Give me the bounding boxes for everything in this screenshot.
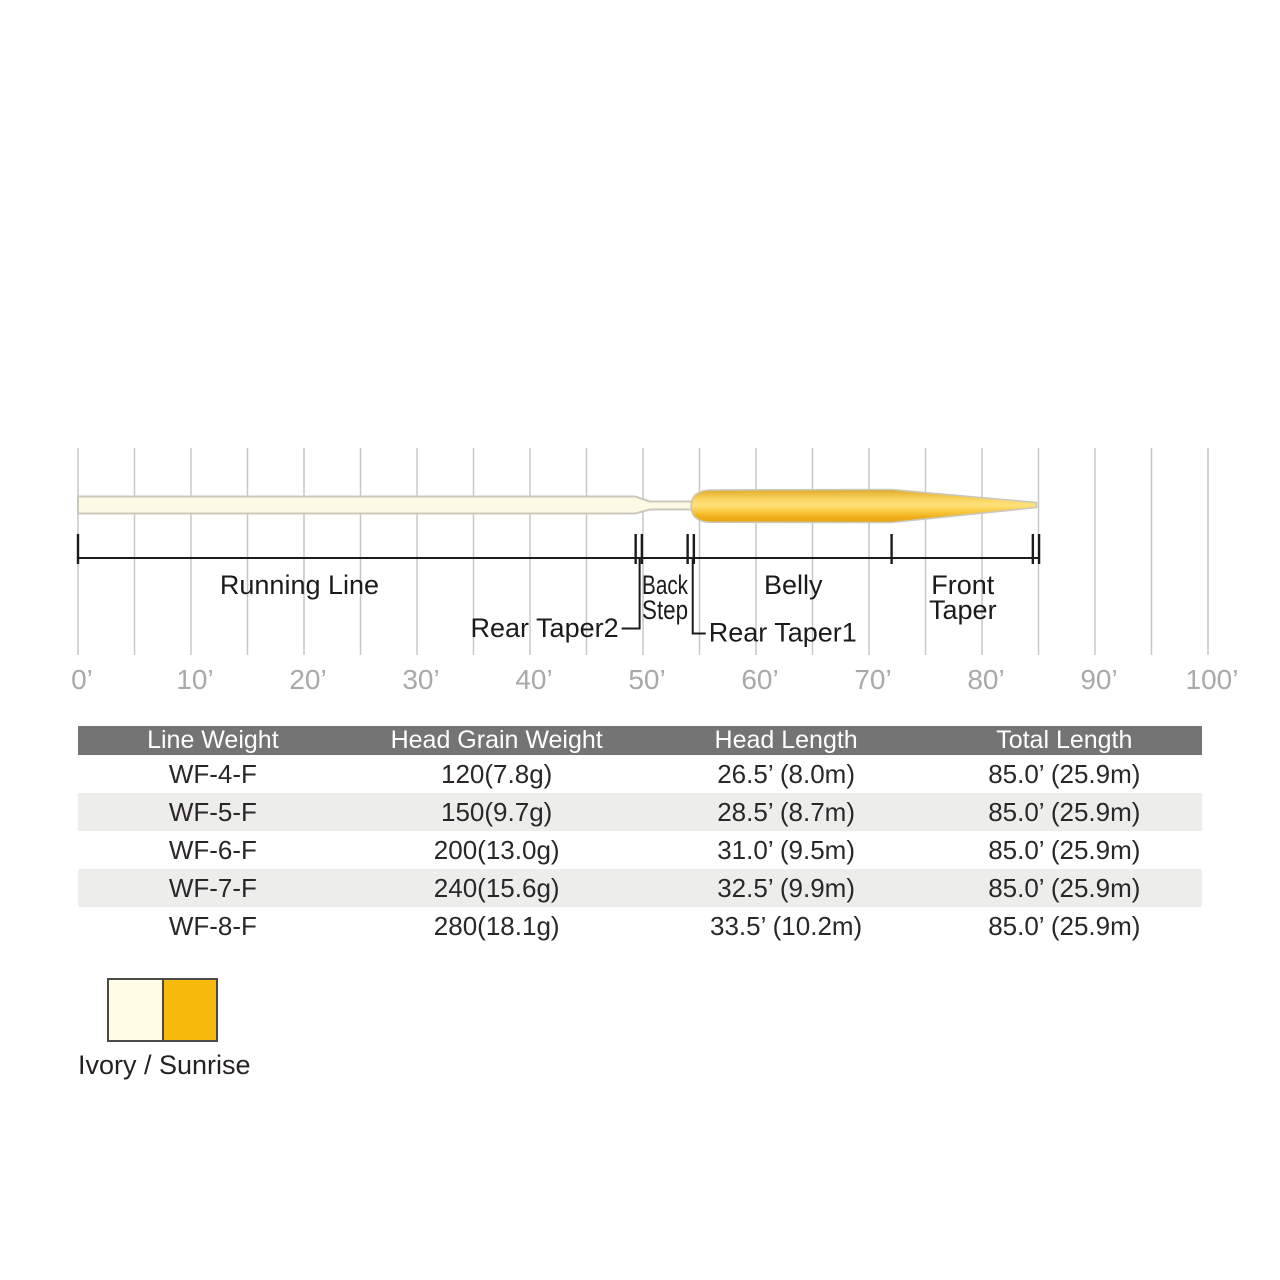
table-cell: 26.5’ (8.0m) — [717, 758, 855, 789]
axis-tick-label: 70’ — [854, 664, 891, 695]
axis-tick-label: 20’ — [289, 664, 326, 695]
table-cell: 32.5’ (9.9m) — [717, 872, 855, 903]
axis-tick-label: 100’ — [1186, 664, 1239, 695]
axis-tick-label: 50’ — [628, 664, 665, 695]
swatch-sunrise — [161, 980, 216, 1040]
grid-layer: 0’ 10’ 20’ 30’ 40’ 50’ 60’ 70’ 80’ 90’ 100’ — [71, 448, 1238, 695]
axis-tick-label: 90’ — [1080, 664, 1117, 695]
table-cell: 240(15.6g) — [433, 872, 560, 903]
table-row: WF-7-F 240(15.6g) 32.5’ (9.9m) 85.0’ (25.9m… — [78, 869, 1202, 907]
axis-tick-label: 40’ — [515, 664, 552, 695]
table-cell: 85.0’ (25.9m) — [988, 872, 1141, 903]
table-header-cell: Head Grain Weight — [390, 726, 603, 754]
table-row: WF-4-F 120(7.8g) 26.5’ (8.0m) 85.0’ (25.9m) — [78, 755, 1202, 793]
segment-label: Belly — [764, 570, 823, 600]
table-cell: 85.0’ (25.9m) — [988, 910, 1141, 941]
profile-head — [690, 488, 1038, 524]
table-row: WF-5-F 150(9.7g) 28.5’ (8.7m) 85.0’ (25.9m) — [78, 793, 1202, 831]
taper-diagram: 0’ 10’ 20’ 30’ 40’ 50’ 60’ 70’ 80’ 90’ 100’ Runnin… — [71, 448, 1238, 695]
table-cell: WF-8-F — [168, 910, 257, 941]
table-cell: 85.0’ (25.9m) — [988, 796, 1141, 827]
table-cell: WF-6-F — [168, 834, 257, 865]
axis-tick-label: 0’ — [71, 664, 93, 695]
table-cell: 85.0’ (25.9m) — [988, 758, 1141, 789]
table-row: WF-6-F 200(13.0g) 31.0’ (9.5m) 85.0’ (25.9m… — [78, 831, 1202, 869]
spec-table: Line Weight Head Grain Weight Head Length T… — [78, 726, 1202, 945]
axis-tick-label: 80’ — [967, 664, 1004, 695]
leader-line — [691, 559, 706, 635]
axis-tick-label: 60’ — [741, 664, 778, 695]
table-header-cell: Line Weight — [147, 726, 279, 754]
axis-tick-label: 10’ — [176, 664, 213, 695]
table-cell: WF-7-F — [168, 872, 257, 903]
segment-label: Step — [642, 595, 688, 625]
dimension-bracket — [76, 534, 1041, 564]
table-cell: WF-4-F — [168, 758, 257, 789]
line-profile — [77, 488, 1038, 524]
table-header-cell: Head Length — [714, 726, 858, 754]
table-cell: 280(18.1g) — [433, 910, 560, 941]
spec-table-header-row: Line Weight Head Grain Weight Head Length T… — [78, 726, 1202, 755]
swatch-caption: Ivory / Sunrise — [78, 1050, 251, 1080]
segment-label: Running Line — [220, 570, 379, 600]
table-cell: 31.0’ (9.5m) — [717, 834, 855, 865]
profile-running-line — [77, 495, 697, 515]
leader-line — [621, 559, 641, 630]
swatch-ivory — [109, 980, 162, 1040]
leader-label: Rear Taper1 — [709, 618, 857, 648]
table-cell: 28.5’ (8.7m) — [717, 796, 855, 827]
segment-label: Back — [642, 570, 688, 600]
axis-tick-label: 30’ — [402, 664, 439, 695]
leader-label: Rear Taper2 — [471, 613, 619, 643]
table-cell: 120(7.8g) — [441, 758, 553, 789]
table-cell: 150(9.7g) — [441, 796, 553, 827]
table-cell: 200(13.0g) — [433, 834, 560, 865]
table-row: WF-8-F 280(18.1g) 33.5’ (10.2m) 85.0’ (25.9… — [78, 907, 1202, 945]
table-cell: 33.5’ (10.2m) — [710, 910, 863, 941]
table-cell: 85.0’ (25.9m) — [988, 834, 1141, 865]
spec-table-body: WF-4-F 120(7.8g) 26.5’ (8.0m) 85.0’ (25.9m)… — [78, 755, 1202, 945]
segment-label: Taper — [929, 595, 997, 625]
segment-label: Front — [931, 570, 995, 600]
table-cell: WF-5-F — [168, 796, 257, 827]
color-swatch — [107, 978, 218, 1042]
table-header-cell: Total Length — [996, 726, 1133, 754]
